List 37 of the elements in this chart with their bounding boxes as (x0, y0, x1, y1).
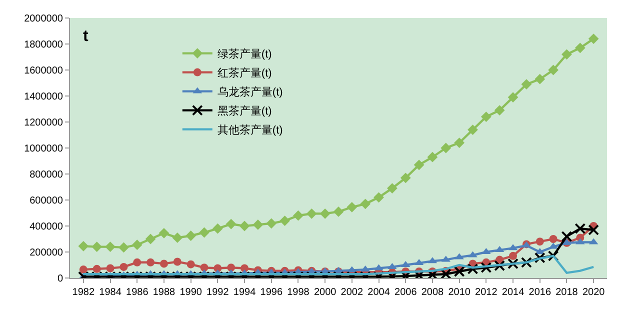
y-tick-label: 1800000 (24, 40, 64, 50)
legend-label: 黑茶产量(t) (217, 104, 272, 118)
y-tick-label: 1200000 (24, 118, 64, 128)
x-tick-label: 1982 (72, 287, 95, 298)
x-tick-label: 2012 (475, 287, 498, 298)
legend-label: 乌龙茶产量(t) (217, 86, 283, 99)
legend-label: 绿茶产量(t) (217, 48, 272, 61)
x-tick-label: 2004 (368, 287, 390, 298)
x-tick-label: 2008 (421, 287, 444, 298)
y-axis-title: t (83, 28, 89, 45)
x-tick-label: 2016 (528, 287, 552, 298)
x-tick-label: 2006 (394, 287, 418, 298)
x-tick-label: 1994 (233, 287, 256, 298)
x-tick-label: 1998 (287, 287, 310, 298)
x-tick-label: 1988 (152, 287, 176, 298)
x-tick-label: 2014 (502, 287, 525, 298)
y-tick-label: 1000000 (24, 144, 64, 154)
y-tick-label: 0 (57, 274, 64, 284)
x-tick-label: 1984 (99, 287, 122, 298)
legend-label: 红茶产量(t) (217, 66, 272, 80)
y-tick-label: 2000000 (24, 14, 64, 24)
x-tick-label: 2000 (314, 287, 337, 298)
x-tick-label: 2010 (448, 287, 471, 298)
y-tick-label: 1400000 (24, 92, 64, 102)
y-tick-label: 200000 (30, 248, 64, 258)
x-tick-label: 2018 (556, 287, 578, 298)
x-tick-label: 1990 (180, 287, 202, 298)
x-tick-label: 2002 (340, 287, 364, 298)
x-tick-label: 1986 (126, 287, 149, 298)
x-tick-label: 1992 (206, 287, 230, 298)
y-tick-label: 400000 (30, 222, 64, 232)
x-tick-label: 1996 (260, 287, 283, 298)
x-tick-label: 2020 (582, 287, 606, 298)
y-tick-label: 1600000 (24, 66, 64, 76)
legend-label: 其他茶产量(t) (217, 124, 283, 137)
y-tick-label: 600000 (30, 196, 64, 206)
y-tick-label: 800000 (30, 170, 64, 180)
